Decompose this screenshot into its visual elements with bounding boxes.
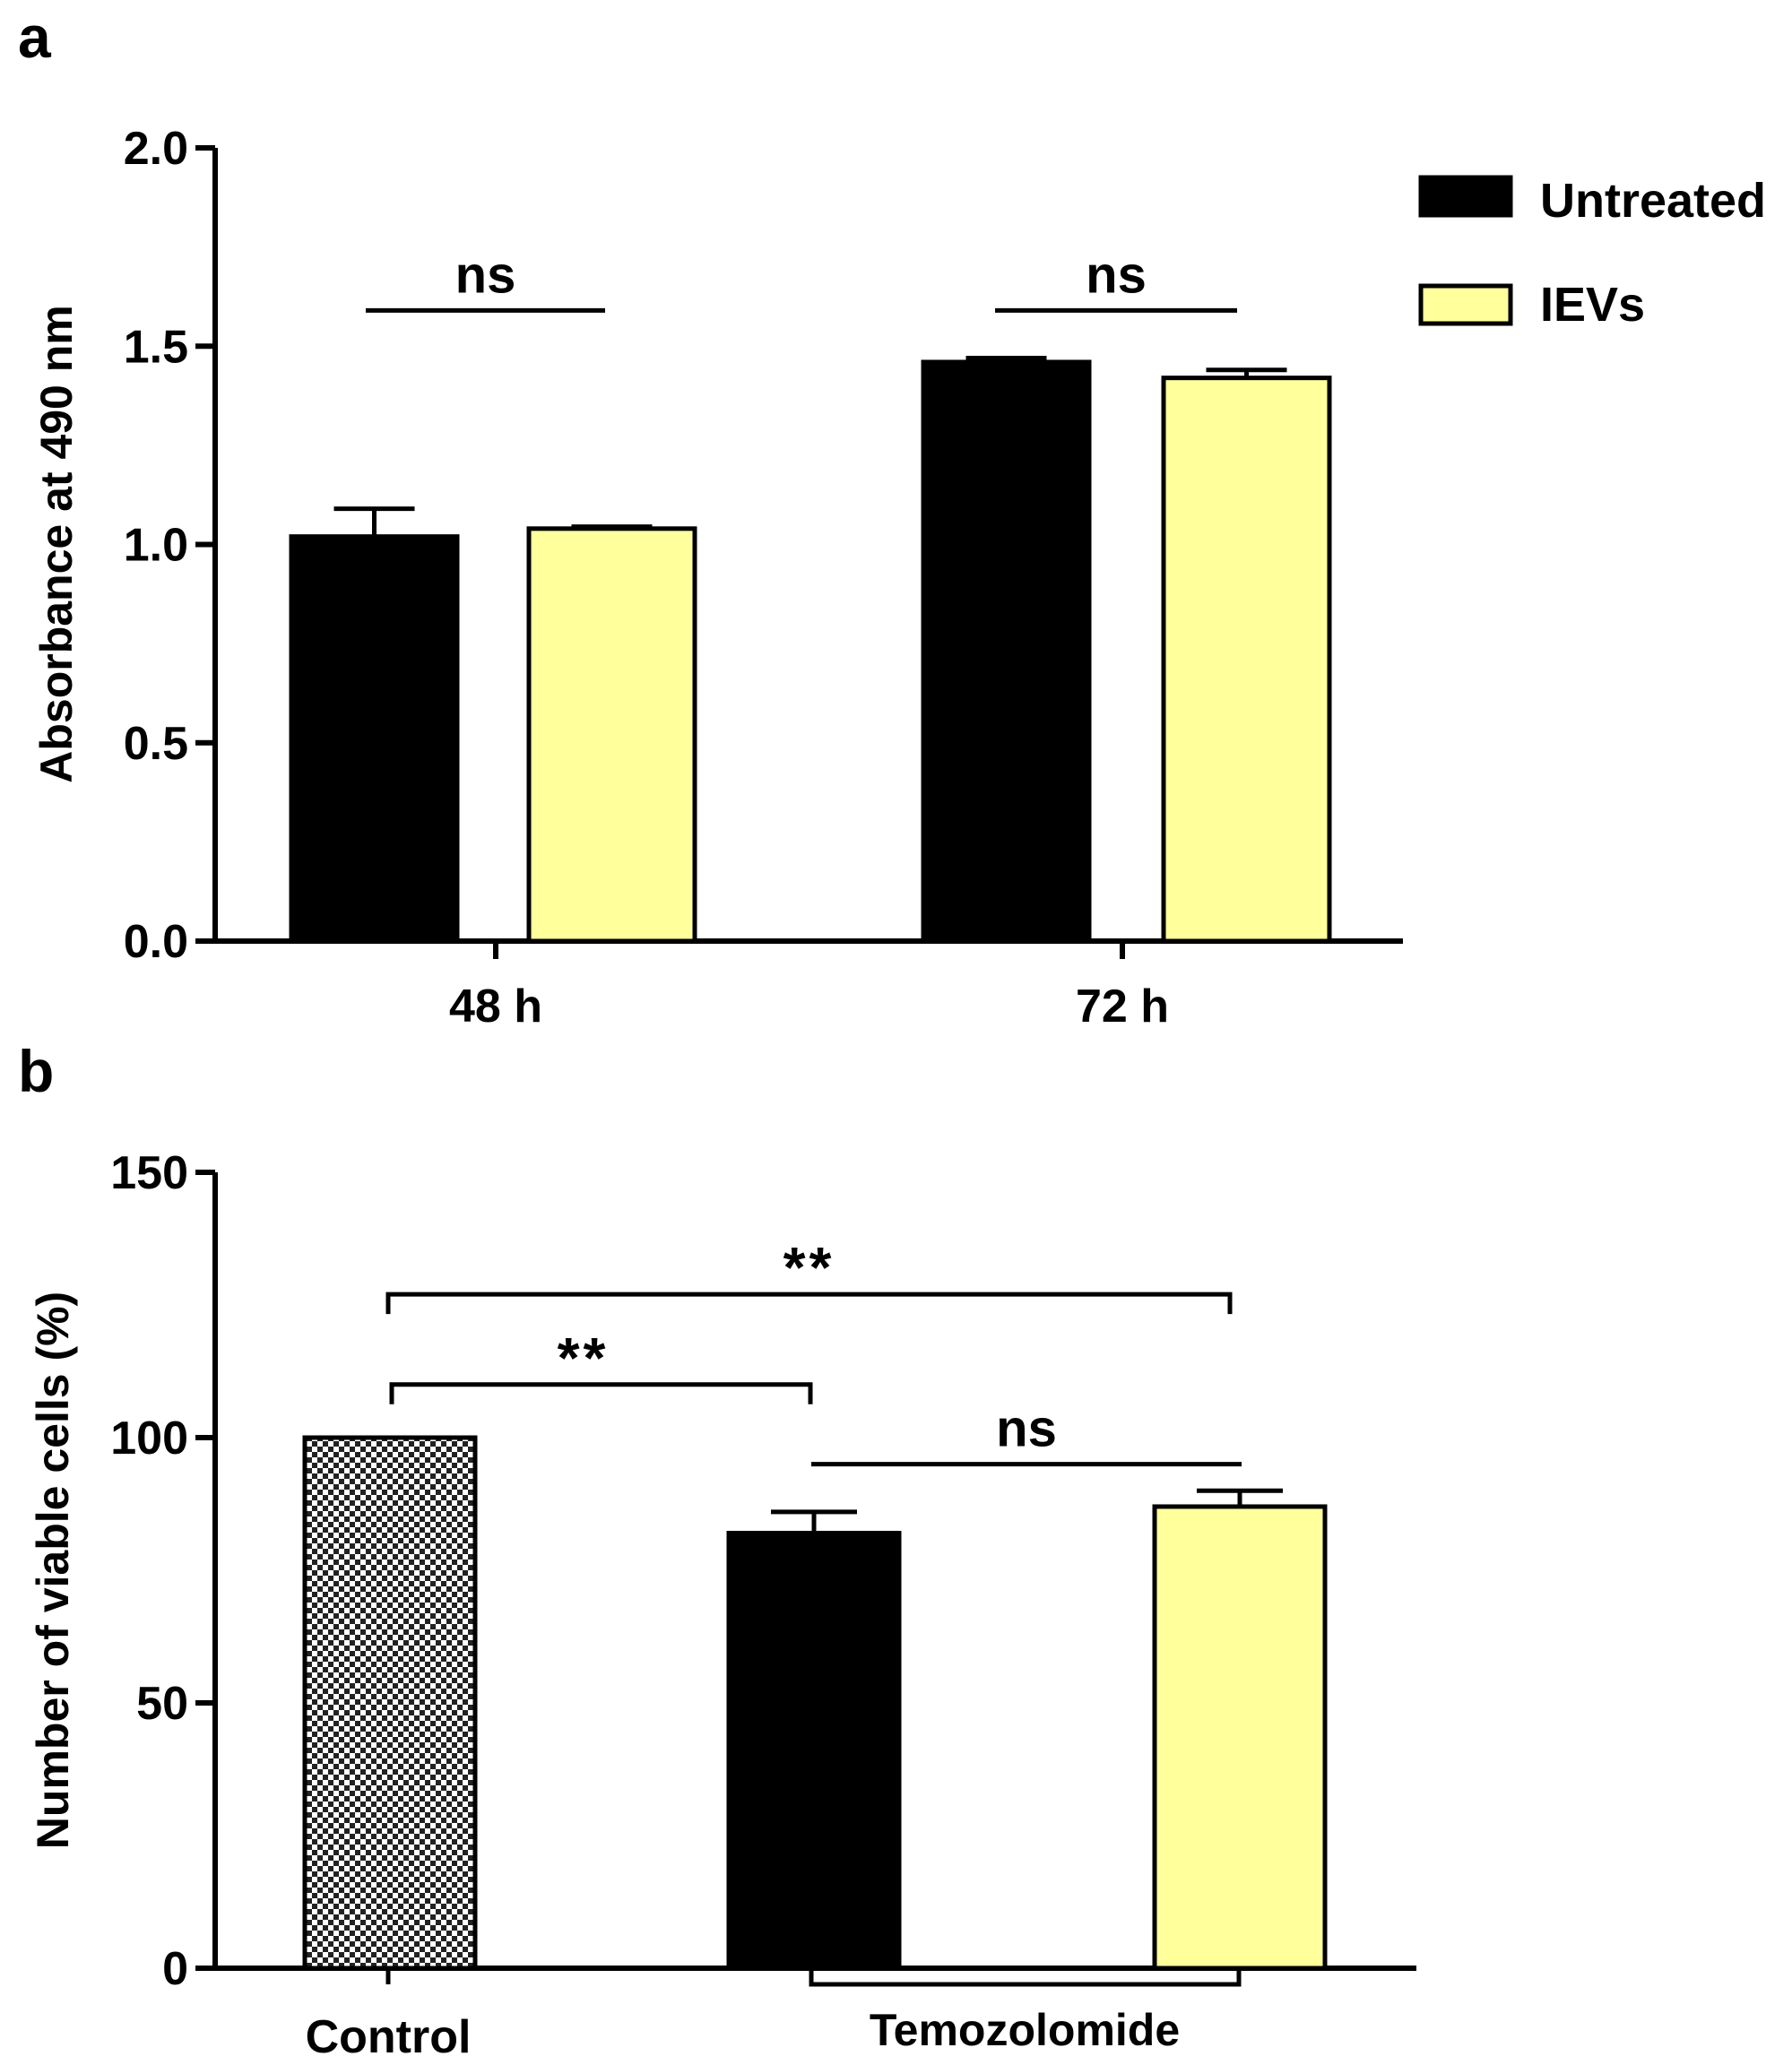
panel-b-sig-label-0: ** (783, 1235, 835, 1300)
panel-b-sig-label-2: ns (996, 1400, 1057, 1458)
panel-label-a: a (18, 4, 52, 70)
panel-a-ytick-label-0: 0.0 (124, 916, 188, 968)
panel-b-sig-label-1: ** (558, 1326, 610, 1390)
panel-b-bar-0 (302, 1435, 478, 1971)
panel-b-y-axis-title: Number of viable cells (%) (28, 1292, 78, 1849)
panel-a-category-label-1: 72 h (1076, 981, 1169, 1032)
panel-label-b: b (18, 1038, 54, 1104)
panel-b-sig-bracket-1 (389, 1382, 813, 1404)
panel-a-ytick-label-4: 2.0 (124, 123, 188, 175)
panel-a-legend: Untreated IEVs (1418, 174, 1766, 332)
panel-a-bar-untreated-0 (289, 534, 460, 944)
temozolomide-group-bracket (809, 1968, 1242, 1987)
panel-a-y-axis-title: Absorbance at 490 nm (31, 305, 82, 783)
panel-a-ytick-label-1: 0.5 (124, 718, 188, 770)
panel-b-ytick-label-3: 150 (110, 1147, 188, 1199)
legend-label-untreated: Untreated (1540, 174, 1766, 228)
panel-b-sig-bracket-0 (385, 1292, 1233, 1315)
legend-swatch-untreated (1418, 175, 1513, 218)
panel-a-chart: Absorbance at 490 nm 0.0 0.5 1.0 1.5 2.0 48 … (31, 123, 1766, 1032)
panel-b-ytick-label-0: 0 (162, 1943, 188, 1995)
panel-b-ytick-label-2: 100 (110, 1413, 188, 1465)
group-label-control: Control (306, 2011, 472, 2063)
panel-b-bar-1 (726, 1531, 902, 1971)
legend-swatch-ievs (1418, 283, 1513, 326)
panel-b-bar-2 (1152, 1504, 1328, 1971)
panel-a-ytick-label-3: 1.5 (124, 321, 188, 373)
panel-a-bar-ievs-1 (1161, 376, 1332, 944)
panel-b-ytick-label-1: 50 (136, 1678, 188, 1730)
group-label-temozolomide: Temozolomide (870, 2005, 1180, 2055)
panel-a-ytick-label-2: 1.0 (124, 520, 188, 572)
panel-a-sig-label-1: ns (1086, 246, 1147, 304)
legend-label-ievs: IEVs (1540, 278, 1645, 332)
panel-a-category-label-0: 48 h (449, 981, 542, 1032)
panel-a-bar-untreated-1 (921, 359, 1092, 944)
panel-a-bar-ievs-0 (526, 526, 697, 944)
panel-b-chart: Number of viable cells (%) 0 50 100 150 ** *… (28, 1147, 1416, 2063)
panel-a-sig-label-0: ns (455, 246, 516, 304)
